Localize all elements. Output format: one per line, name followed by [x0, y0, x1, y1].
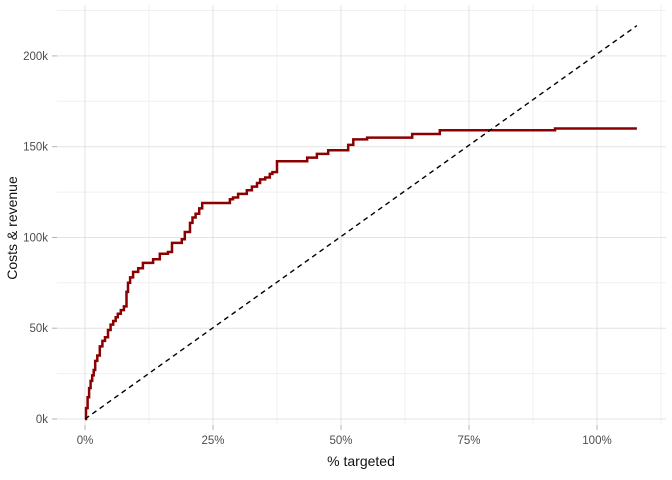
major-gridlines [57, 5, 666, 425]
diagonal-reference-line [84, 25, 638, 420]
cumulative-costs-and-revenue-line [84, 127, 637, 421]
x-axis-title: % targeted [327, 453, 395, 469]
data-series [84, 25, 638, 421]
minor-gridlines [57, 5, 666, 425]
tick-labels: 0% 25% 50% 75% 100% 0k 50k 100k 150k 200k [23, 51, 612, 447]
x-tick-label: 100% [582, 435, 611, 447]
y-tick-label: 0k [36, 414, 48, 426]
x-tick-label: 0% [77, 435, 94, 447]
y-tick-label: 100k [23, 233, 48, 245]
x-tick-label: 75% [457, 435, 480, 447]
y-tick-label: 200k [23, 51, 48, 63]
x-tick-label: 50% [329, 435, 352, 447]
x-tick-label: 25% [201, 435, 224, 447]
y-tick-label: 50k [29, 323, 48, 335]
y-tick-label: 150k [23, 142, 48, 154]
y-axis-title: Costs & revenue [4, 176, 20, 280]
axis-ticks [52, 55, 598, 430]
